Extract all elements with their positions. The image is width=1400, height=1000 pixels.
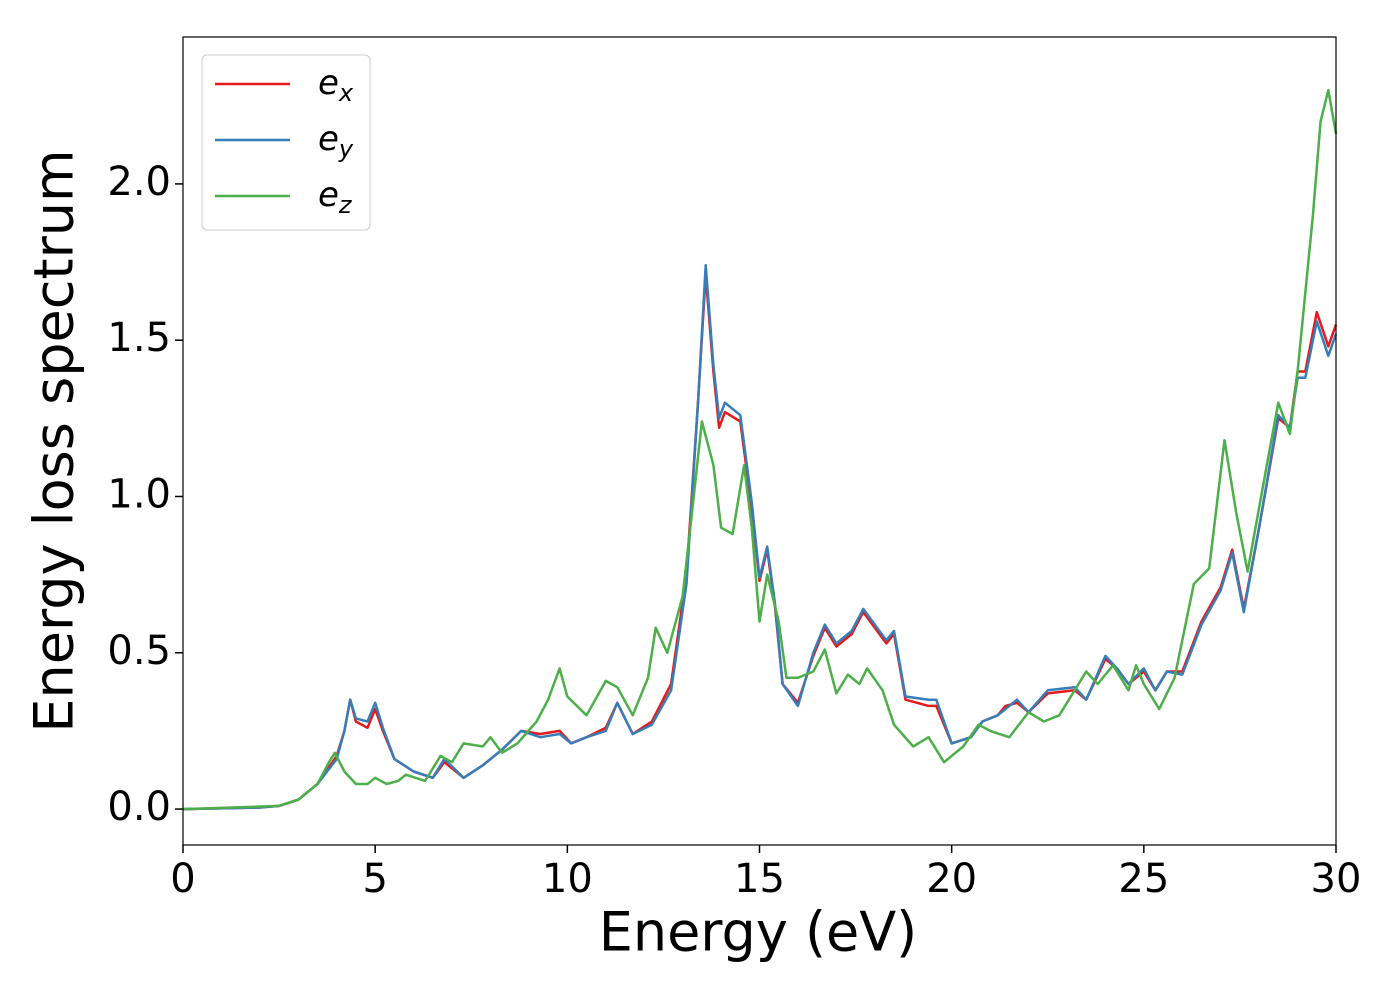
- legend-label-sub: x: [338, 79, 354, 107]
- y-tick-label: 0.0: [107, 784, 171, 830]
- x-tick-label: 20: [926, 856, 977, 902]
- line-series: [182, 263, 1338, 811]
- x-tick-label: 30: [1311, 856, 1362, 902]
- x-tick-label: 10: [542, 856, 593, 902]
- y-axis-label: Energy loss spectrum: [23, 149, 86, 732]
- legend-label: ey: [318, 119, 354, 164]
- legend-box: [201, 54, 371, 231]
- x-axis-label: Energy (eV): [599, 901, 918, 964]
- legend-label-main: e: [318, 63, 339, 103]
- y-tick-label: 1.5: [107, 315, 171, 361]
- legend-label-main: e: [318, 119, 339, 159]
- line-series: [182, 273, 1338, 811]
- y-tick-label: 2.0: [107, 159, 171, 205]
- legend-label-sub: y: [338, 135, 354, 163]
- y-tick-label: 0.5: [107, 628, 171, 674]
- plot-frame: [182, 36, 1337, 846]
- x-tick-label: 5: [362, 856, 387, 902]
- x-tick-label: 15: [734, 856, 785, 902]
- legend-label-sub: z: [338, 191, 353, 219]
- line-series: [182, 88, 1338, 811]
- legend-label: ex: [318, 63, 354, 108]
- x-tick-label: 25: [1118, 856, 1169, 902]
- x-tick-label: 0: [170, 856, 195, 902]
- y-tick-label: 1.0: [107, 471, 171, 517]
- legend-label: ez: [318, 175, 353, 220]
- legend-label-main: e: [318, 175, 339, 215]
